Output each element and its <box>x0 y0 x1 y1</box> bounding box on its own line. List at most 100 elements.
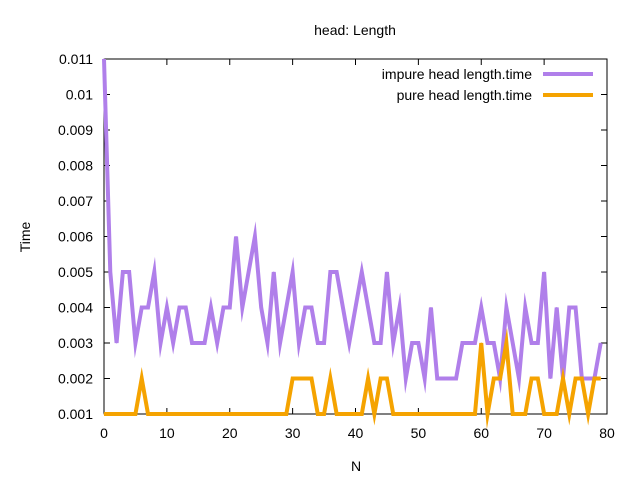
legend-label: impure head length.time <box>382 66 532 82</box>
data-point <box>185 413 187 415</box>
x-tick-label: 70 <box>536 425 552 441</box>
data-point <box>355 413 356 415</box>
data-point <box>323 413 325 415</box>
data-point <box>399 307 401 308</box>
y-tick-label: 0.006 <box>58 229 93 245</box>
data-point <box>512 413 514 415</box>
data-point <box>487 342 489 344</box>
data-point <box>474 413 476 415</box>
series-line-2 <box>104 327 601 430</box>
data-point <box>166 413 168 415</box>
data-point <box>531 378 533 379</box>
data-point <box>235 413 237 415</box>
x-tick-label: 80 <box>599 425 615 441</box>
data-point <box>587 413 589 415</box>
y-tick-label: 0.01 <box>66 87 93 103</box>
data-point <box>279 413 281 415</box>
data-point <box>392 413 394 415</box>
data-point <box>285 413 287 415</box>
data-point <box>424 378 426 379</box>
data-point <box>128 413 130 415</box>
data-point <box>348 342 350 344</box>
data-point <box>222 413 224 415</box>
data-point <box>430 413 432 415</box>
data-point <box>468 342 470 344</box>
data-point <box>575 378 577 379</box>
data-point <box>600 378 602 379</box>
y-tick-label: 0.005 <box>58 264 93 280</box>
y-tick-label: 0.004 <box>58 300 93 316</box>
data-point <box>109 271 111 273</box>
data-point <box>310 378 312 379</box>
data-point <box>348 413 350 415</box>
data-point <box>216 342 218 344</box>
data-point <box>172 413 174 415</box>
data-point <box>197 342 199 344</box>
data-point <box>361 413 363 415</box>
data-point <box>317 413 319 415</box>
legend: impure head length.time pure head length.… <box>382 66 593 103</box>
data-point <box>562 378 564 379</box>
data-point <box>292 378 294 379</box>
data-point <box>455 378 457 379</box>
data-point <box>493 342 495 344</box>
y-tick-label: 0.002 <box>58 371 93 387</box>
data-point <box>417 413 419 415</box>
data-point <box>411 413 413 415</box>
data-point <box>405 378 407 379</box>
data-point <box>109 413 111 415</box>
x-tick-label: 60 <box>473 425 489 441</box>
data-point <box>543 271 545 273</box>
data-point <box>461 342 463 344</box>
data-point <box>524 413 526 415</box>
data-point <box>461 413 463 415</box>
legend-label: pure head length.time <box>397 87 533 103</box>
data-point <box>367 378 369 379</box>
y-tick-label: 0.003 <box>58 335 93 351</box>
data-point <box>248 413 250 415</box>
data-point <box>273 413 275 415</box>
data-point <box>537 378 539 379</box>
data-point <box>556 307 558 308</box>
x-tick-label: 40 <box>348 425 364 441</box>
data-point <box>575 307 577 308</box>
data-point <box>568 413 570 415</box>
y-tick-label: 0.009 <box>58 122 93 138</box>
x-tick-label: 30 <box>285 425 301 441</box>
data-point <box>455 413 457 415</box>
data-point <box>405 413 407 415</box>
y-tick-label: 0.007 <box>58 193 93 209</box>
data-point <box>229 307 231 308</box>
data-point <box>373 342 375 344</box>
data-point <box>593 378 595 379</box>
data-point <box>600 342 602 344</box>
data-point <box>336 413 338 415</box>
data-point <box>260 413 262 415</box>
data-point <box>505 307 507 308</box>
data-point <box>417 342 419 344</box>
data-point <box>166 307 168 308</box>
data-point <box>116 342 118 344</box>
data-point <box>512 342 514 344</box>
series-points-1 <box>103 58 602 379</box>
series-line-1 <box>102 58 603 394</box>
x-axis-label: N <box>351 458 361 474</box>
data-point <box>178 307 180 308</box>
data-point <box>317 342 319 344</box>
data-point <box>229 413 231 415</box>
data-point <box>524 307 526 308</box>
series-points-2 <box>103 342 602 415</box>
data-point <box>128 271 130 273</box>
data-point <box>373 413 375 415</box>
y-axis-label: Time <box>17 221 33 252</box>
data-point <box>279 342 281 344</box>
data-point <box>122 413 124 415</box>
data-point <box>141 378 143 379</box>
data-point <box>380 342 382 344</box>
data-point <box>568 307 570 308</box>
data-point <box>355 307 356 308</box>
data-point <box>122 271 124 273</box>
data-point <box>160 413 162 415</box>
